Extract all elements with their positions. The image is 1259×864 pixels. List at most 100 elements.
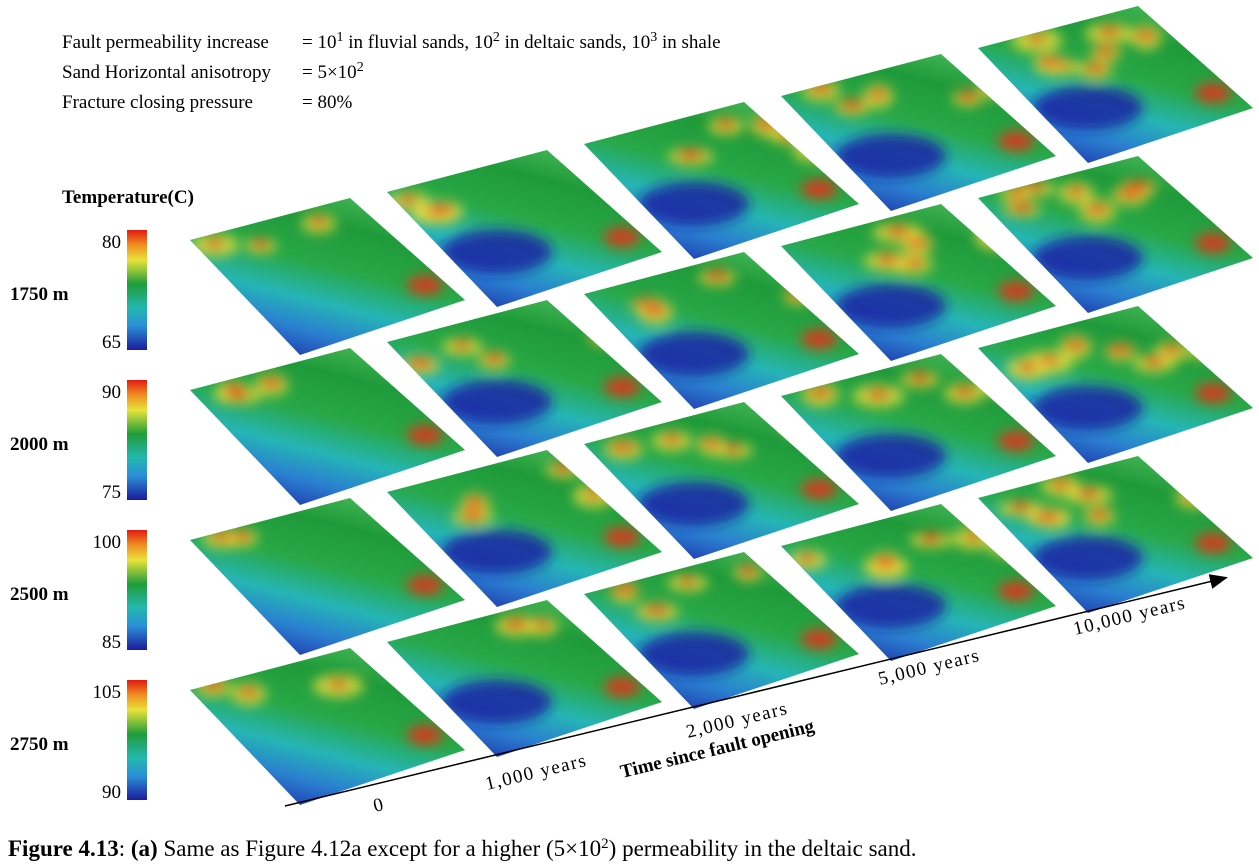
hot-zone xyxy=(725,443,742,454)
colorbar-max: 90 xyxy=(102,382,121,403)
surface-panels xyxy=(190,6,1253,805)
hot-zone xyxy=(200,680,226,691)
hot-zone xyxy=(783,286,813,305)
colorbar-max: 80 xyxy=(102,232,121,253)
hot-zone xyxy=(611,585,638,596)
hot-zone xyxy=(801,629,837,649)
depth-label: 2000 m xyxy=(10,434,69,455)
surface xyxy=(387,600,662,757)
hot-zone xyxy=(998,431,1034,451)
hot-zone xyxy=(801,479,837,499)
surface-panel xyxy=(190,198,465,355)
surface xyxy=(978,306,1253,463)
hot-zone xyxy=(407,575,443,595)
hot-zone xyxy=(1028,33,1046,44)
surface xyxy=(781,204,1056,361)
hot-zone xyxy=(260,377,283,388)
hot-zones xyxy=(1011,23,1231,130)
cold-zone xyxy=(442,230,552,274)
hot-zone xyxy=(400,194,418,205)
hot-zone xyxy=(460,510,485,521)
hot-zone xyxy=(532,619,550,630)
hot-zone xyxy=(954,386,975,397)
surface xyxy=(978,156,1253,313)
param-text: = 10 xyxy=(302,32,336,53)
cold-zone xyxy=(836,284,946,328)
hot-zone xyxy=(716,119,736,130)
hot-zone xyxy=(483,353,505,364)
cold-zone xyxy=(639,182,749,226)
hot-zone xyxy=(588,329,619,346)
hot-zone xyxy=(1035,511,1060,522)
colorbar-max: 100 xyxy=(93,532,122,553)
cold-zone xyxy=(639,332,749,376)
hot-zone xyxy=(1095,46,1117,57)
hot-zone xyxy=(920,533,942,544)
param-sup: 2 xyxy=(493,30,500,45)
hot-zone xyxy=(808,83,833,94)
surface-panel xyxy=(978,456,1253,613)
param-value: = 5×102 xyxy=(302,60,364,84)
param-label: Sand Horizontal anisotropy xyxy=(62,62,271,83)
cold-zone xyxy=(1033,236,1143,280)
param-sup: 3 xyxy=(650,30,657,45)
time-axis xyxy=(284,574,1228,807)
hot-zone xyxy=(1038,57,1061,68)
hot-zone xyxy=(805,144,829,155)
hot-zone xyxy=(1187,344,1226,359)
hot-zone xyxy=(801,179,837,199)
hot-zone xyxy=(787,288,809,299)
hot-zone xyxy=(328,678,348,689)
caption-sup: 2 xyxy=(601,836,609,852)
caption-part: (a) xyxy=(131,836,158,861)
param-text: in fluvial sands, 10 xyxy=(343,32,492,53)
hot-zone xyxy=(1003,541,1024,552)
colorbar xyxy=(127,230,147,350)
hot-zone xyxy=(866,389,891,400)
hot-zone xyxy=(1175,486,1213,509)
cold-zone xyxy=(639,482,749,526)
caption-text: ) permeability in the deltaic sand. xyxy=(609,836,917,861)
surface xyxy=(584,102,859,259)
hot-zone xyxy=(427,204,455,215)
param-sup: 2 xyxy=(357,60,364,75)
param-text: in deltaic sands, 10 xyxy=(500,32,650,53)
hot-zone xyxy=(407,275,443,295)
cold-zone xyxy=(836,584,946,628)
hot-zone xyxy=(676,149,705,160)
surface xyxy=(387,450,662,607)
surface xyxy=(978,456,1253,613)
hot-zone xyxy=(1088,509,1110,520)
cold-zone xyxy=(639,632,749,676)
hot-zone xyxy=(873,556,897,567)
hot-zones xyxy=(999,180,1231,280)
hot-zone xyxy=(453,339,471,350)
hot-zone xyxy=(983,228,1009,239)
hot-zone xyxy=(585,488,602,499)
caption-figure: Figure 4.13 xyxy=(8,836,119,861)
cold-zone xyxy=(442,680,552,724)
hot-zone xyxy=(1195,533,1231,553)
colorbar-min: 75 xyxy=(102,482,121,503)
param-label: Fault permeability increase xyxy=(62,32,269,53)
hot-zone xyxy=(998,281,1034,301)
cold-zone xyxy=(836,134,946,178)
surface xyxy=(781,54,1056,211)
param-text: = 5×10 xyxy=(302,62,357,83)
hot-zone xyxy=(1008,186,1025,197)
hot-zone xyxy=(988,375,1005,386)
surface xyxy=(584,252,859,409)
hot-zones xyxy=(213,374,443,445)
caption-text: Same as Figure 4.12a except for a higher… xyxy=(158,836,601,861)
hot-zone xyxy=(604,377,640,397)
colorbar-min: 85 xyxy=(102,632,121,653)
surface-panel xyxy=(387,150,662,307)
hot-zone xyxy=(662,433,682,444)
hot-zone xyxy=(1143,356,1164,367)
param-label: Fracture closing pressure xyxy=(62,92,253,113)
hot-zone xyxy=(989,232,1016,243)
colorbar xyxy=(127,680,147,800)
hot-zone xyxy=(1196,344,1216,355)
depth-label: 1750 m xyxy=(10,284,69,305)
hot-zone xyxy=(226,389,250,400)
